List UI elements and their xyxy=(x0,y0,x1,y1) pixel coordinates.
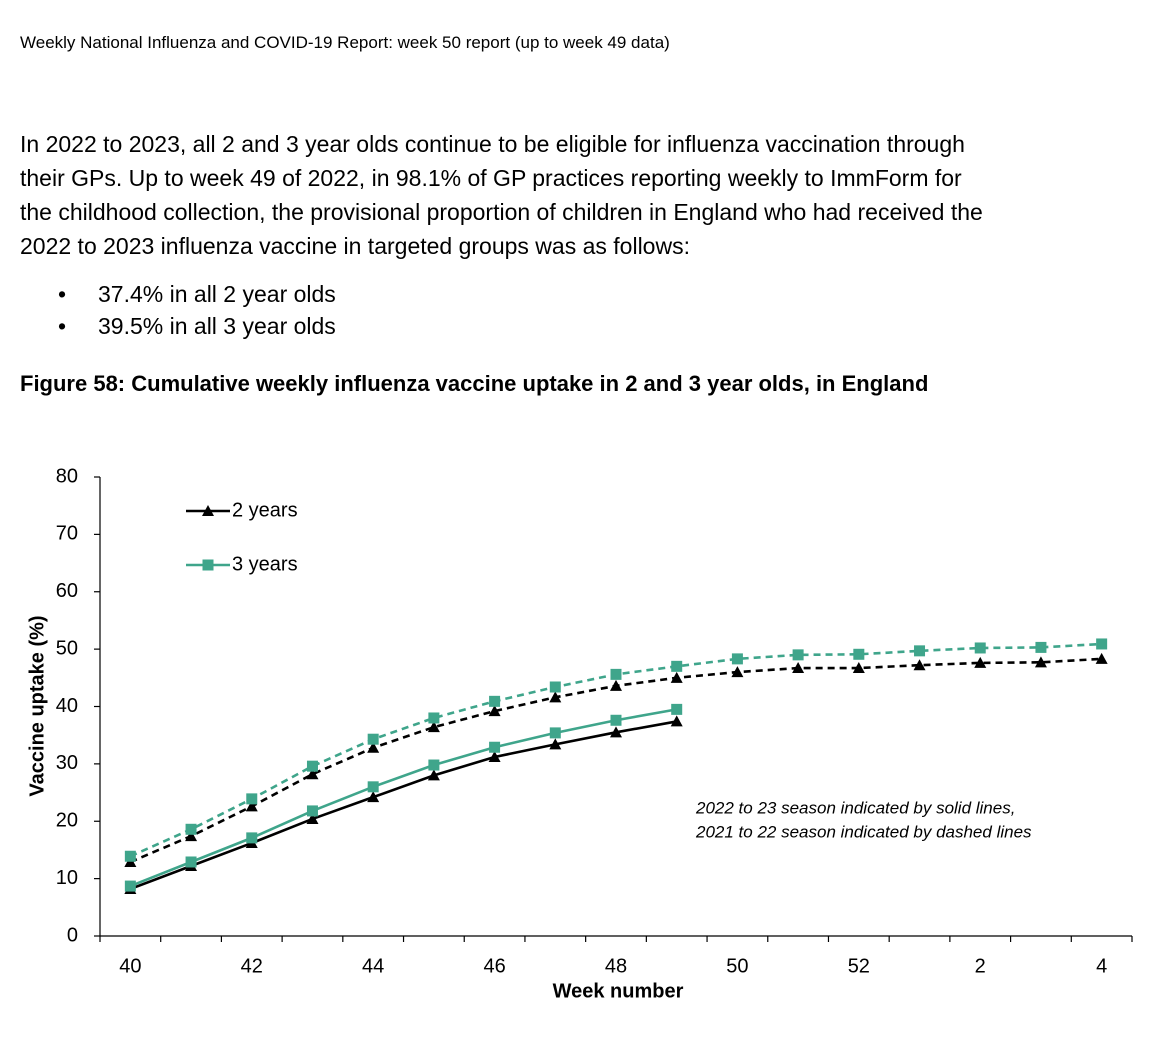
marker xyxy=(306,812,319,824)
marker xyxy=(549,691,562,703)
marker xyxy=(792,662,805,674)
marker xyxy=(488,705,501,717)
marker xyxy=(610,726,622,738)
marker xyxy=(185,823,197,835)
y-tick-label: 0 xyxy=(67,924,78,946)
y-tick-label: 50 xyxy=(56,637,78,659)
paragraph-line: 2022 to 2023 influenza vaccine in target… xyxy=(20,233,690,259)
marker xyxy=(853,648,865,660)
marker xyxy=(245,800,258,812)
marker xyxy=(246,793,258,805)
chart: 0 10 20 30 40 50 60 70 80 40 42 44 46 48 50 52 2 4 Week nu… xyxy=(26,465,1133,1002)
marker xyxy=(1095,652,1108,664)
marker xyxy=(427,721,440,733)
x-tick-label: 2 xyxy=(975,955,986,977)
marker xyxy=(367,741,380,753)
marker xyxy=(731,666,744,678)
marker xyxy=(367,781,379,793)
marker xyxy=(306,760,318,772)
marker xyxy=(974,656,987,668)
paragraph-line: In 2022 to 2023, all 2 and 3 year olds c… xyxy=(20,131,965,157)
marker xyxy=(124,850,136,862)
y-axis-label: Vaccine uptake (%) xyxy=(26,615,48,796)
marker xyxy=(914,645,926,657)
marker xyxy=(671,660,683,672)
series-line xyxy=(129,708,677,888)
marker xyxy=(489,741,501,753)
bullet-list: 37.4% in all 2 year olds 39.5% in all 3 … xyxy=(58,278,336,342)
x-tick-label: 50 xyxy=(726,955,748,977)
marker xyxy=(671,703,683,715)
marker xyxy=(792,649,804,661)
y-tick-label: 30 xyxy=(56,752,78,774)
marker xyxy=(428,712,440,724)
marker xyxy=(367,733,379,745)
paragraph: In 2022 to 2023, all 2 and 3 year olds c… xyxy=(20,127,983,263)
marker xyxy=(488,750,501,762)
y-tick-label: 10 xyxy=(56,867,78,889)
marker xyxy=(1096,638,1108,650)
marker xyxy=(1034,656,1047,668)
marker xyxy=(549,681,561,693)
x-tick-label: 52 xyxy=(848,955,870,977)
marker xyxy=(185,856,197,868)
bullet: 39.5% in all 3 year olds xyxy=(58,310,336,342)
marker xyxy=(913,659,926,671)
marker xyxy=(670,715,683,727)
bullet: 37.4% in all 2 year olds xyxy=(58,278,336,310)
marker xyxy=(610,714,622,726)
x-axis-label: Week number xyxy=(553,980,684,1002)
marker xyxy=(367,791,380,803)
marker xyxy=(1035,641,1047,653)
y-tick-label: 20 xyxy=(56,810,78,832)
legend-label: 2 years xyxy=(232,499,298,521)
x-tick-label: 44 xyxy=(362,955,384,977)
marker xyxy=(202,559,214,571)
x-tick-label: 48 xyxy=(605,955,627,977)
marker xyxy=(428,759,440,771)
y-tick-label: 80 xyxy=(56,465,78,487)
marker xyxy=(852,662,865,674)
marker xyxy=(610,679,622,691)
report-header: Weekly National Influenza and COVID-19 R… xyxy=(20,33,670,52)
x-tick-label: 40 xyxy=(119,955,141,977)
marker xyxy=(124,880,136,892)
figure-title: Figure 58: Cumulative weekly influenza v… xyxy=(20,371,929,396)
x-tick-label: 46 xyxy=(483,955,505,977)
y-tick-label: 40 xyxy=(56,695,78,717)
marker xyxy=(670,671,683,683)
annotation: 2022 to 23 season indicated by solid lin… xyxy=(695,798,1015,817)
x-tick-label: 42 xyxy=(241,955,263,977)
marker xyxy=(549,738,562,750)
marker xyxy=(202,505,214,516)
x-tick-label: 4 xyxy=(1096,955,1107,977)
marker xyxy=(549,727,561,739)
y-tick-label: 70 xyxy=(56,523,78,545)
annotation: 2021 to 22 season indicated by dashed li… xyxy=(695,822,1032,841)
marker xyxy=(185,830,198,842)
marker xyxy=(306,805,318,817)
legend-label: 3 years xyxy=(232,553,298,575)
marker xyxy=(489,695,501,707)
marker xyxy=(246,832,258,844)
paragraph-line: the childhood collection, the provisiona… xyxy=(20,199,983,225)
marker xyxy=(731,653,743,665)
marker xyxy=(974,642,986,654)
marker xyxy=(427,769,440,781)
marker xyxy=(610,668,622,680)
marker xyxy=(306,768,319,780)
paragraph-line: their GPs. Up to week 49 of 2022, in 98.… xyxy=(20,165,962,191)
series-line xyxy=(129,720,677,891)
y-tick-label: 60 xyxy=(56,580,78,602)
